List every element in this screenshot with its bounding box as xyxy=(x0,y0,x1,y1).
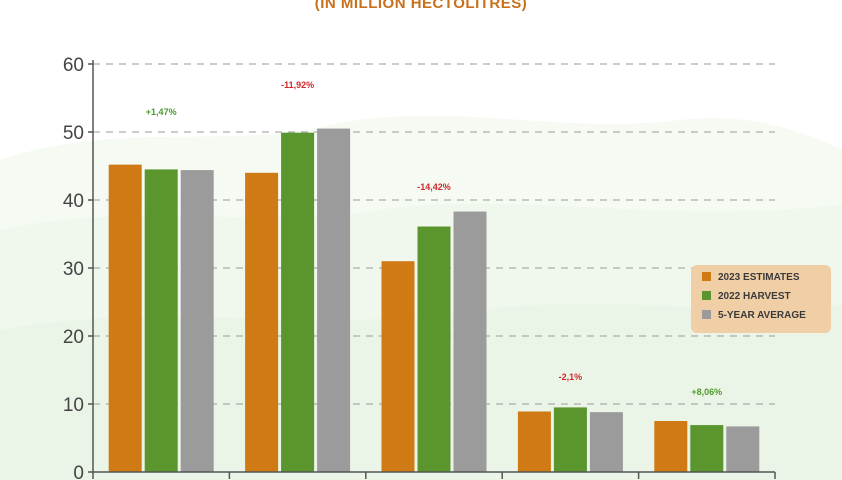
change-annotations: +1,47% -11,92% -14,42% -2,1% +8,06% xyxy=(146,80,722,397)
change-annotation: -14,42% xyxy=(417,182,451,192)
change-annotation: -11,92% xyxy=(281,80,314,90)
bar-2023-estimates xyxy=(381,261,415,472)
legend-box xyxy=(691,265,831,333)
bar-5-year-average xyxy=(589,412,623,472)
change-annotation: +8,06% xyxy=(691,387,722,397)
bar-2022-harvest xyxy=(553,407,587,472)
change-annotation: -2,1% xyxy=(559,372,583,382)
legend-swatch xyxy=(702,291,711,300)
y-tick-label: 40 xyxy=(63,191,84,212)
y-tick-label: 30 xyxy=(63,259,84,280)
bar-5-year-average xyxy=(726,426,760,472)
legend: 2023 ESTIMATES 2022 HARVEST 5-YEAR AVERAGE xyxy=(691,265,831,333)
y-tick-label: 0 xyxy=(73,463,84,480)
bar-5-year-average xyxy=(453,211,487,472)
legend-label: 5-YEAR AVERAGE xyxy=(718,310,806,321)
legend-label: 2022 HARVEST xyxy=(718,291,791,302)
bar-2023-estimates xyxy=(654,421,688,472)
bar-2022-harvest xyxy=(690,425,724,472)
y-tick-label: 20 xyxy=(63,327,84,348)
bar-2023-estimates xyxy=(108,164,142,472)
y-tick-label: 60 xyxy=(63,55,84,76)
chart-subtitle: (IN MILLION HECTOLITRES) xyxy=(315,0,528,12)
bar-2022-harvest xyxy=(144,169,178,472)
bar-2022-harvest xyxy=(281,132,315,472)
bar-2023-estimates xyxy=(517,411,551,472)
bar-5-year-average xyxy=(180,170,214,472)
bar-2023-estimates xyxy=(245,172,279,473)
legend-swatch xyxy=(702,272,711,281)
bar-5-year-average xyxy=(317,128,351,472)
y-tick-label: 50 xyxy=(63,123,84,144)
legend-label: 2023 ESTIMATES xyxy=(718,272,800,283)
change-annotation: +1,47% xyxy=(146,107,177,117)
bars xyxy=(108,128,760,473)
y-tick-label: 10 xyxy=(63,395,84,416)
y-axis: 0 10 20 30 40 50 60 xyxy=(63,55,94,480)
x-axis xyxy=(92,471,776,479)
bar-2022-harvest xyxy=(417,226,451,472)
legend-swatch xyxy=(702,310,711,319)
